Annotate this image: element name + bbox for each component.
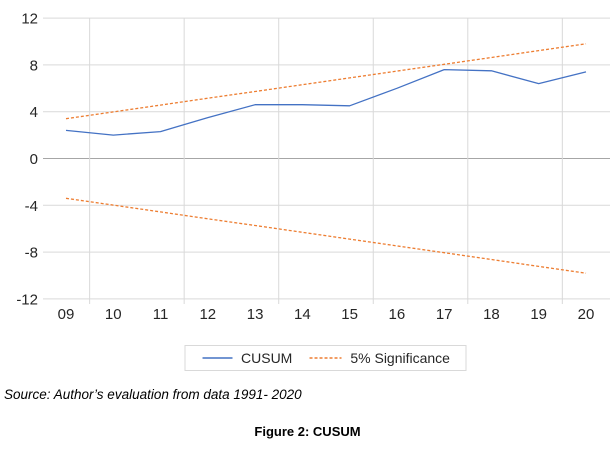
significance-upper-line <box>65 43 587 120</box>
y-axis-tick-label: 8 <box>30 57 38 74</box>
x-axis-tick-label: 14 <box>294 306 311 323</box>
cusum-line <box>65 68 587 136</box>
x-axis-tick-label: 20 <box>578 306 595 323</box>
cusum-chart: 12 8 4 0 -4 -8 -12 09 10 11 12 13 14 15 16 17 18 19 20 <box>16 11 610 323</box>
x-axis-tick-label: 16 <box>389 306 406 323</box>
cusum-line-sample-icon <box>202 357 233 359</box>
x-axis-tick-label: 13 <box>247 306 264 323</box>
x-axis-tick-label: 15 <box>341 306 358 323</box>
x-axis-tick-label: 17 <box>436 306 453 323</box>
legend-label-significance: 5% Significance <box>350 350 450 366</box>
y-axis-tick-label: -12 <box>16 291 38 308</box>
x-axis-tick-label: 18 <box>483 306 500 323</box>
y-axis-tick-label: 4 <box>30 104 38 121</box>
legend-item-significance: 5% Significance <box>308 350 450 366</box>
x-axis-tick-label: 09 <box>58 306 75 323</box>
y-axis-tick-label: 0 <box>30 151 38 168</box>
legend-label-cusum: CUSUM <box>241 350 293 366</box>
x-axis-tick-label: 12 <box>199 306 216 323</box>
significance-line-sample-icon <box>309 357 342 359</box>
x-axis-tick-label: 10 <box>105 306 122 323</box>
figure-caption: Figure 2: CUSUM <box>254 424 361 439</box>
y-axis-tick-label: -4 <box>25 198 38 215</box>
y-axis-tick-label: -8 <box>25 245 38 262</box>
y-axis-tick-label: 12 <box>21 11 38 28</box>
x-axis-tick-label: 11 <box>153 306 169 323</box>
x-axis-tick-label: 19 <box>530 306 547 323</box>
chart-legend: CUSUM 5% Significance <box>184 345 467 371</box>
source-note: Source: Author’s evaluation from data 19… <box>4 387 302 402</box>
significance-lower-line <box>65 197 587 274</box>
legend-item-cusum: CUSUM <box>201 350 292 366</box>
